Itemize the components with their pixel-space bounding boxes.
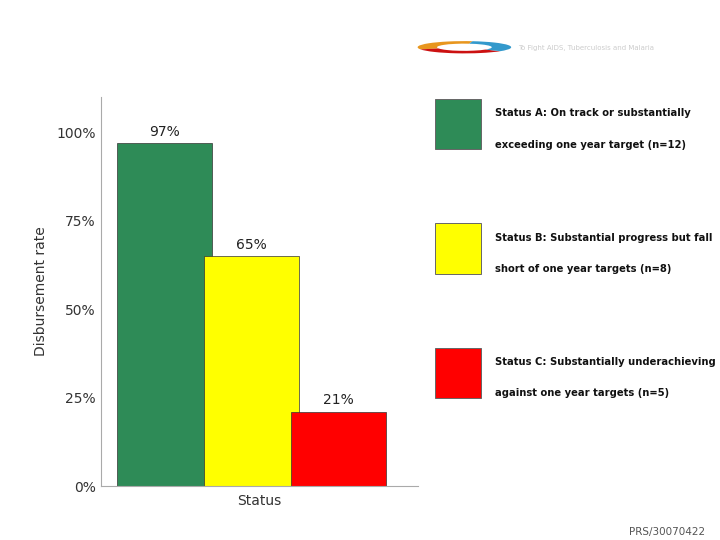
Text: against one year targets (n=5): against one year targets (n=5) bbox=[495, 388, 670, 399]
FancyBboxPatch shape bbox=[435, 99, 481, 149]
Bar bbox=[204, 256, 299, 486]
Text: Status C: Substantially underachieving: Status C: Substantially underachieving bbox=[495, 357, 716, 367]
Bar bbox=[291, 412, 386, 486]
Text: 25 one year old grants:: 25 one year old grants: bbox=[14, 26, 271, 45]
Text: Disbursement rates by performance status: Disbursement rates by performance status bbox=[14, 60, 488, 79]
Text: PRS/30070422: PRS/30070422 bbox=[629, 527, 706, 537]
Text: short of one year targets (n=8): short of one year targets (n=8) bbox=[495, 264, 672, 274]
Text: 65%: 65% bbox=[236, 238, 266, 252]
Text: exceeding one year target (n=12): exceeding one year target (n=12) bbox=[495, 139, 686, 150]
Wedge shape bbox=[420, 49, 500, 53]
Text: The Global Fund: The Global Fund bbox=[518, 21, 626, 34]
Wedge shape bbox=[418, 41, 472, 49]
Y-axis label: Disbursement rate: Disbursement rate bbox=[34, 227, 48, 356]
Text: Status A: On track or substantially: Status A: On track or substantially bbox=[495, 109, 691, 118]
Wedge shape bbox=[469, 41, 511, 51]
Text: To Fight AIDS, Tuberculosis and Malaria: To Fight AIDS, Tuberculosis and Malaria bbox=[518, 45, 654, 51]
X-axis label: Status: Status bbox=[237, 494, 282, 508]
Bar bbox=[117, 143, 212, 486]
Text: 97%: 97% bbox=[149, 125, 179, 139]
Text: Status B: Substantial progress but fall: Status B: Substantial progress but fall bbox=[495, 233, 713, 243]
FancyBboxPatch shape bbox=[435, 223, 481, 274]
Text: 21%: 21% bbox=[323, 393, 354, 407]
FancyBboxPatch shape bbox=[435, 348, 481, 398]
